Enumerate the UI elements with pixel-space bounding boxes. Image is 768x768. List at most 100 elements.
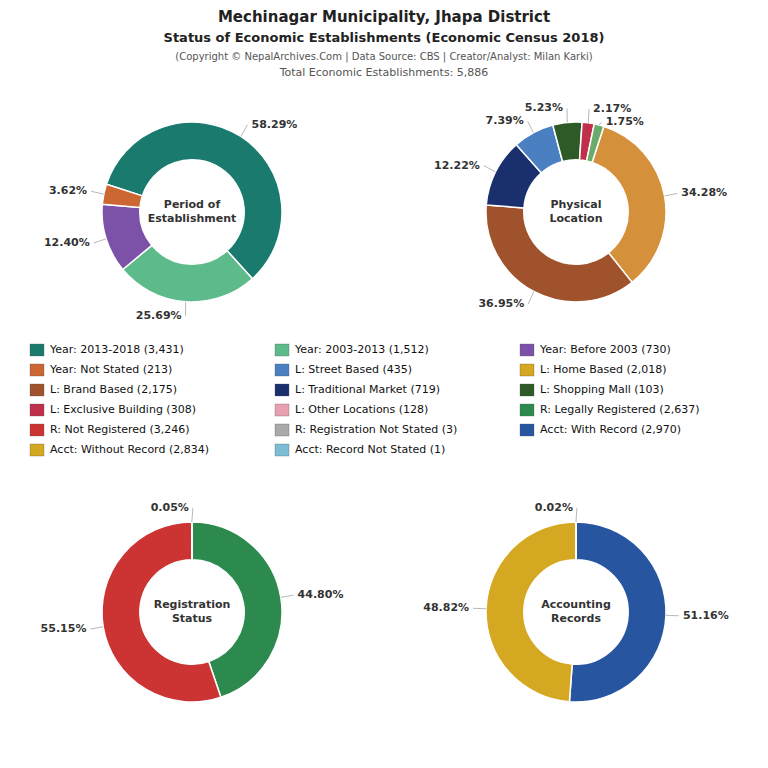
legend-label: Year: Not Stated (213) — [49, 363, 172, 376]
leader-line — [185, 302, 186, 316]
subtitle: Status of Economic Establishments (Econo… — [164, 30, 605, 45]
leader-line — [90, 627, 103, 629]
data-label: 0.05% — [151, 501, 189, 514]
legend-swatch — [275, 344, 289, 356]
leader-line — [241, 125, 248, 137]
legend-label: R: Legally Registered (2,637) — [540, 403, 699, 416]
legend-label: L: Home Based (2,018) — [540, 363, 667, 376]
annotation: Total Economic Establishments: 5,886 — [279, 66, 489, 79]
data-labels: 51.16%48.82%0.02% — [423, 501, 729, 622]
legend-item: Year: Before 2003 (730) — [520, 343, 671, 356]
legend-item: Acct: Record Not Stated (1) — [275, 443, 445, 456]
legend-item: L: Other Locations (128) — [275, 403, 428, 416]
center-label-line: Registration — [154, 598, 231, 611]
data-label: 12.40% — [44, 236, 90, 249]
legend-item: R: Legally Registered (2,637) — [520, 403, 699, 416]
legend-swatch — [520, 364, 534, 376]
leader-line — [666, 615, 679, 617]
legend-label: L: Traditional Market (719) — [295, 383, 440, 396]
slice — [553, 122, 582, 162]
center-label: PhysicalLocation — [550, 198, 603, 225]
legend-swatch — [520, 384, 534, 396]
center-label-line: Accounting — [541, 598, 611, 611]
data-label: 7.39% — [486, 114, 524, 127]
leader-line — [566, 108, 567, 122]
legend-item: L: Home Based (2,018) — [520, 363, 667, 376]
legend-label: Year: 2003-2013 (1,512) — [294, 343, 429, 356]
leader-line — [588, 109, 590, 123]
legend-item: L: Brand Based (2,175) — [30, 383, 177, 396]
center-label-line: Status — [172, 612, 213, 625]
legend-label: Year: 2013-2018 (3,431) — [49, 343, 184, 356]
center-label-line: Records — [551, 612, 601, 625]
annotation: (Copyright © NepalArchives.Com | Data So… — [175, 51, 592, 63]
legend-label: L: Exclusive Building (308) — [50, 403, 196, 416]
leader-line — [528, 121, 534, 132]
leader-line — [575, 508, 577, 522]
center-label-line: Period of — [164, 198, 221, 211]
center-label: RegistrationStatus — [154, 598, 231, 625]
data-label: 34.28% — [681, 186, 727, 199]
legend-swatch — [275, 444, 289, 456]
slices — [102, 522, 282, 702]
data-label: 1.75% — [606, 115, 644, 128]
legend-item: L: Traditional Market (719) — [275, 383, 440, 396]
data-labels: 34.28%36.95%12.22%7.39%5.23%2.17%1.75% — [434, 101, 727, 309]
data-label: 25.69% — [136, 309, 182, 322]
legend-item: Acct: With Record (2,970) — [520, 423, 681, 436]
slice — [102, 522, 221, 702]
legend-swatch — [520, 404, 534, 416]
slice — [102, 184, 142, 207]
legend-swatch — [275, 424, 289, 436]
center-label: Period ofEstablishment — [148, 198, 237, 225]
center-label: AccountingRecords — [541, 598, 611, 625]
slices — [486, 122, 666, 302]
leader-line — [599, 122, 602, 125]
data-label: 51.16% — [683, 609, 729, 622]
legend-item: L: Shopping Mall (103) — [520, 383, 664, 396]
leader-line — [94, 239, 106, 243]
leader-line — [191, 508, 193, 522]
data-label: 3.62% — [49, 184, 87, 197]
legend-item: R: Not Registered (3,246) — [30, 423, 190, 436]
legend-item: Year: 2003-2013 (1,512) — [275, 343, 429, 356]
legend-swatch — [520, 424, 534, 436]
legend-label: Acct: With Record (2,970) — [540, 423, 681, 436]
leader-line — [473, 608, 486, 610]
slices — [102, 122, 282, 302]
data-labels: 58.29% 25.69% 12.40% 3.62% — [44, 118, 297, 322]
data-label: 44.80% — [298, 588, 344, 601]
center-label-line: Physical — [550, 198, 601, 211]
legend-item: L: Street Based (435) — [275, 363, 412, 376]
legend-swatch — [30, 344, 44, 356]
slices — [486, 522, 666, 702]
leader-line — [665, 193, 678, 196]
slice — [486, 205, 632, 302]
donut: 34.28%36.95%12.22%7.39%5.23%2.17%1.75%Ph… — [434, 101, 727, 309]
legend-item: R: Registration Not Stated (3) — [275, 423, 457, 436]
data-label: 55.15% — [41, 622, 87, 635]
slice — [587, 124, 604, 162]
legend-item: Year: 2013-2018 (3,431) — [30, 343, 184, 356]
chart: Mechinagar Municipality, Jhapa District S… — [0, 0, 768, 768]
legend-label: Acct: Without Record (2,834) — [50, 443, 209, 456]
legend-label: R: Not Registered (3,246) — [50, 423, 190, 436]
legend-label: L: Shopping Mall (103) — [540, 383, 664, 396]
legend-label: L: Other Locations (128) — [295, 403, 428, 416]
data-label: 58.29% — [252, 118, 298, 131]
legend-item: L: Exclusive Building (308) — [30, 403, 196, 416]
data-label: 12.22% — [434, 159, 480, 172]
data-label: 2.17% — [593, 102, 631, 115]
legend-label: Acct: Record Not Stated (1) — [295, 443, 445, 456]
donut: 44.80% 55.15% 0.05% RegistrationStatus — [41, 501, 344, 702]
data-label: 36.95% — [478, 297, 524, 310]
leader-line — [91, 191, 104, 194]
legend-swatch — [275, 364, 289, 376]
legend-swatch — [520, 344, 534, 356]
legend-swatch — [30, 404, 44, 416]
legend-swatch — [30, 364, 44, 376]
center-label-line: Location — [550, 212, 603, 225]
title: Mechinagar Municipality, Jhapa District — [218, 8, 550, 26]
legend-swatch — [275, 404, 289, 416]
legend-label: L: Brand Based (2,175) — [50, 383, 177, 396]
